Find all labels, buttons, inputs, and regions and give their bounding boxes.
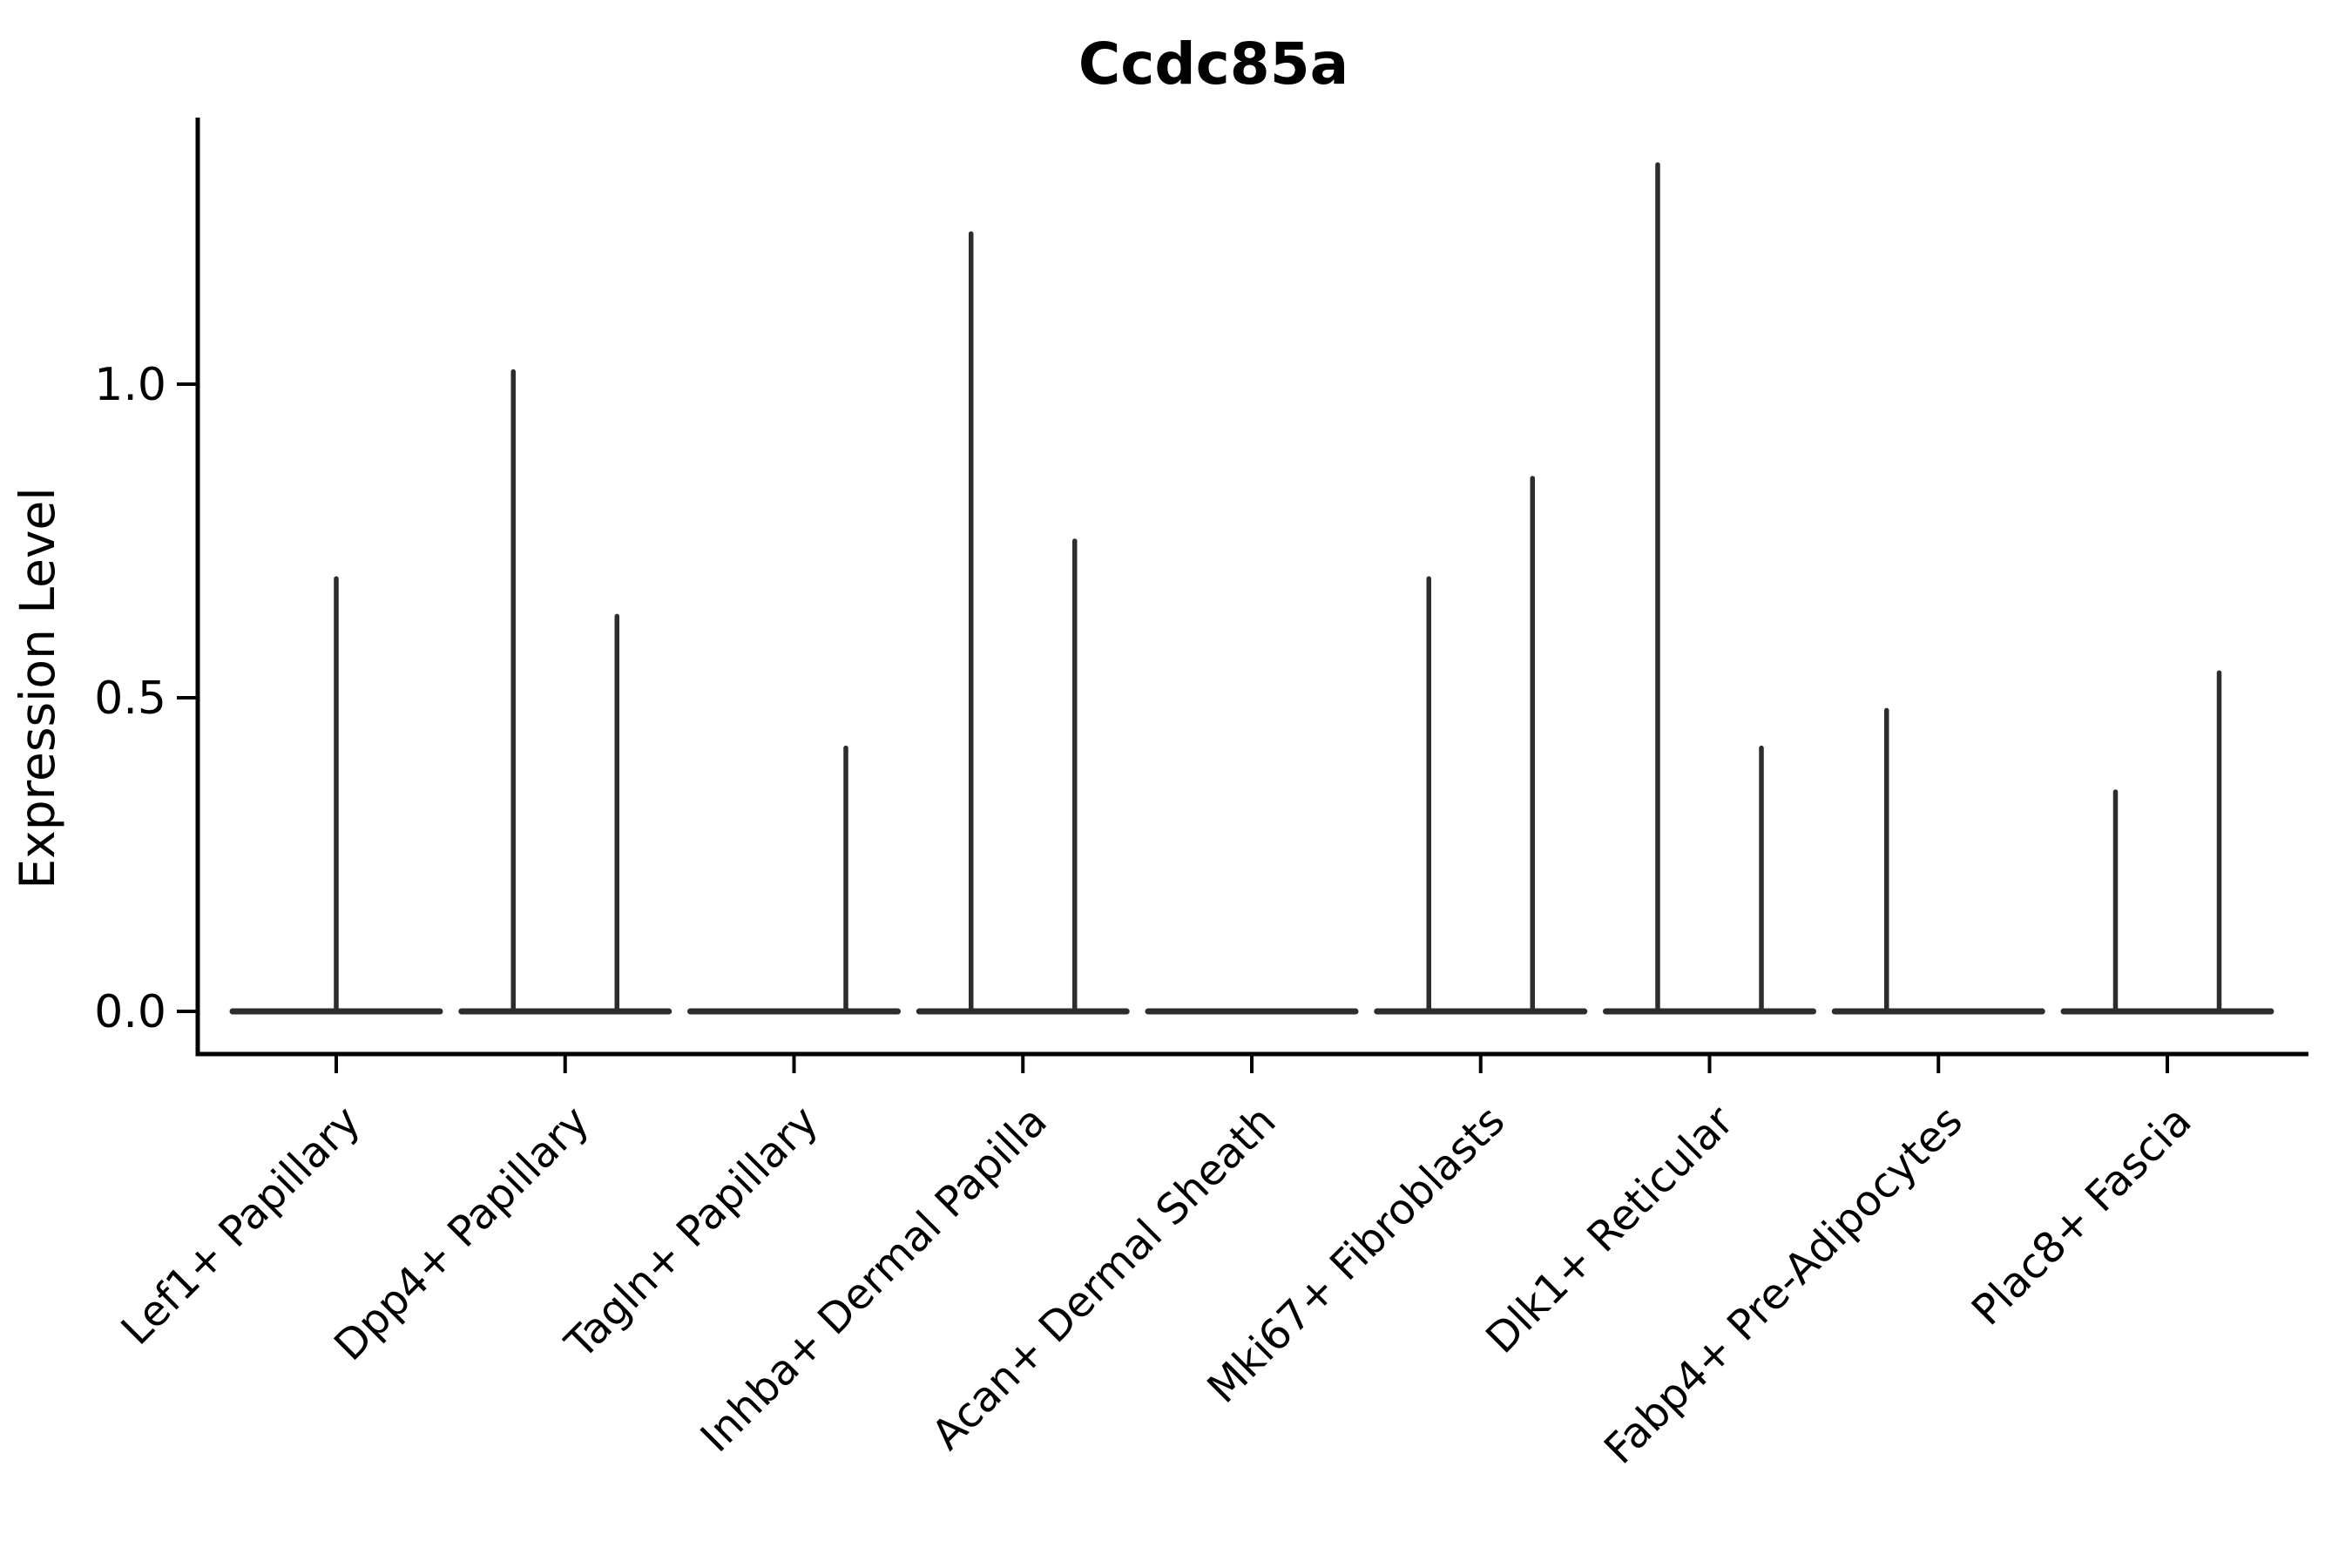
x-tick-label: Dlk1+ Reticular bbox=[1477, 1097, 1743, 1363]
x-tick-label: Lef1+ Papillary bbox=[112, 1097, 370, 1355]
x-tick-label: Plac8+ Fascia bbox=[1963, 1097, 2201, 1335]
x-tick-label: Dpp4+ Papillary bbox=[325, 1097, 598, 1370]
chart-title: Ccdc85a bbox=[1078, 30, 1348, 98]
x-tick-label: Tagln+ Papillary bbox=[556, 1097, 828, 1369]
y-tick-label: 0.0 bbox=[94, 986, 166, 1038]
y-axis-label: Expression Level bbox=[10, 487, 65, 889]
y-tick-label: 0.5 bbox=[94, 672, 166, 725]
y-tick-label: 1.0 bbox=[94, 359, 166, 411]
